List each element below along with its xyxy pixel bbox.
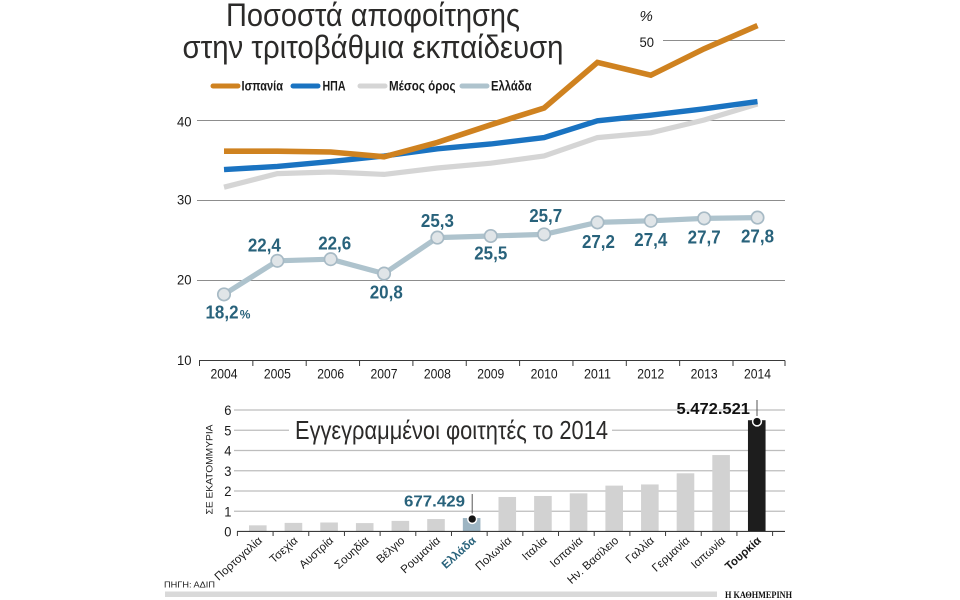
svg-text:2008: 2008 — [424, 366, 451, 382]
svg-text:%: % — [640, 8, 653, 25]
svg-text:18,2: 18,2 — [206, 302, 239, 323]
svg-text:ΣΕ ΕΚΑΤΟΜΜΥΡΙΑ: ΣΕ ΕΚΑΤΟΜΜΥΡΙΑ — [205, 424, 215, 515]
svg-text:Ισπανία: Ισπανία — [242, 78, 284, 94]
svg-text:5.472.521: 5.472.521 — [677, 401, 751, 418]
svg-text:Ποσοστά αποφοίτησης: Ποσοστά αποφοίτησης — [226, 0, 520, 33]
svg-text:2010: 2010 — [531, 366, 558, 382]
svg-text:22,6: 22,6 — [318, 233, 351, 254]
svg-text:40: 40 — [177, 114, 192, 130]
svg-text:2: 2 — [224, 483, 231, 499]
svg-text:10: 10 — [177, 352, 192, 368]
svg-text:2014: 2014 — [744, 366, 771, 382]
svg-text:2011: 2011 — [584, 366, 611, 382]
svg-text:Ελλάδα: Ελλάδα — [491, 78, 532, 94]
svg-text:27,7: 27,7 — [688, 227, 721, 248]
svg-text:%: % — [240, 308, 251, 322]
svg-text:2013: 2013 — [691, 366, 718, 382]
svg-text:Μέσος όρος: Μέσος όρος — [389, 78, 456, 94]
svg-text:3: 3 — [224, 463, 231, 479]
svg-text:27,2: 27,2 — [582, 231, 615, 252]
svg-text:677.429: 677.429 — [404, 494, 465, 511]
svg-text:ΗΠΑ: ΗΠΑ — [323, 78, 346, 94]
svg-text:25,3: 25,3 — [421, 210, 454, 231]
svg-text:20,8: 20,8 — [370, 282, 403, 303]
svg-text:0: 0 — [224, 524, 231, 540]
svg-text:50: 50 — [640, 34, 655, 50]
svg-text:27,8: 27,8 — [741, 226, 774, 247]
svg-text:2007: 2007 — [371, 366, 398, 382]
svg-text:4: 4 — [224, 443, 231, 459]
svg-text:22,4: 22,4 — [248, 235, 282, 256]
svg-text:5: 5 — [224, 422, 231, 438]
svg-text:25,5: 25,5 — [474, 243, 507, 264]
svg-text:6: 6 — [224, 402, 231, 418]
svg-text:2004: 2004 — [211, 366, 238, 382]
svg-text:2005: 2005 — [264, 366, 291, 382]
svg-text:2009: 2009 — [477, 366, 504, 382]
svg-text:1: 1 — [224, 503, 231, 519]
svg-text:20: 20 — [177, 272, 192, 288]
svg-text:2012: 2012 — [637, 366, 664, 382]
svg-text:ΠΗΓΗ: ΑΔΙΠ: ΠΗΓΗ: ΑΔΙΠ — [164, 580, 215, 590]
svg-text:30: 30 — [177, 191, 192, 207]
svg-text:Εγγεγραμμένοι φοιτητές το 2014: Εγγεγραμμένοι φοιτητές το 2014 — [295, 415, 608, 445]
svg-text:2006: 2006 — [317, 366, 344, 382]
svg-text:Η ΚΑΘΗΜΕΡΙΝΗ: Η ΚΑΘΗΜΕΡΙΝΗ — [725, 591, 793, 600]
svg-text:25,7: 25,7 — [529, 205, 562, 226]
svg-text:27,4: 27,4 — [634, 229, 668, 250]
svg-text:στην τριτοβάθμια εκπαίδευση: στην τριτοβάθμια εκπαίδευση — [183, 29, 564, 65]
